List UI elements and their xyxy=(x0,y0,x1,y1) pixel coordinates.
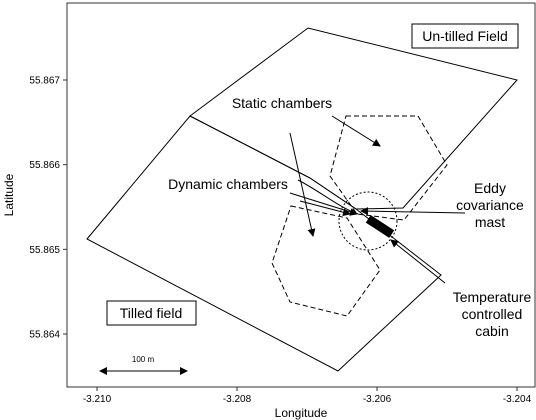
x-tick-label: -3.206 xyxy=(363,394,392,405)
x-tick-label: -3.204 xyxy=(503,394,532,405)
untilled-field-label-box xyxy=(411,23,519,49)
untilled-field-label: Un-tilled Field xyxy=(422,28,508,44)
y-axis-title: Latitude xyxy=(2,173,16,216)
cabin-label-line1: Temperature xyxy=(453,289,532,305)
cabin-label-line3: cabin xyxy=(475,323,508,339)
cabin-arrow xyxy=(390,239,446,284)
cabin-label-line2: controlled xyxy=(462,306,523,322)
static-chambers-area-untilled xyxy=(329,115,448,221)
x-axis-ticks: -3.210 -3.208 -3.206 -3.204 xyxy=(83,387,532,405)
y-axis-ticks: 55.864 55.865 55.866 55.867 xyxy=(29,76,67,341)
x-tick-label: -3.208 xyxy=(223,394,252,405)
mast-footprint-circle xyxy=(338,191,398,251)
x-tick-label: -3.210 xyxy=(83,394,112,405)
y-tick-label: 55.866 xyxy=(29,160,60,171)
temperature-controlled-cabin xyxy=(365,215,395,238)
tilled-field-label-box xyxy=(106,300,197,326)
y-tick-label: 55.864 xyxy=(29,330,60,341)
y-tick-label: 55.867 xyxy=(29,76,60,87)
tilled-field-label: Tilled field xyxy=(120,305,183,321)
x-axis-title: Longitude xyxy=(275,406,328,420)
eddy-mast-label-line1: Eddy xyxy=(474,180,506,196)
dynamic-chambers-arrow-2 xyxy=(299,200,351,217)
plot-frame xyxy=(66,2,536,388)
eddy-mast-arrow xyxy=(360,207,466,216)
y-tick-label: 55.865 xyxy=(29,245,60,256)
tilled-field-boundary xyxy=(86,115,442,372)
static-chambers-arrow-tilled xyxy=(289,132,316,237)
static-chambers-arrow-untilled xyxy=(331,115,381,147)
scale-bar-label: 100 m xyxy=(132,355,155,364)
eddy-mast-label-line2: covariance xyxy=(456,197,524,213)
dynamic-chambers-label: Dynamic chambers xyxy=(168,176,288,192)
static-chambers-area-tilled xyxy=(271,205,381,317)
static-chambers-label: Static chambers xyxy=(232,95,332,111)
eddy-mast-label-line3: mast xyxy=(475,214,505,230)
